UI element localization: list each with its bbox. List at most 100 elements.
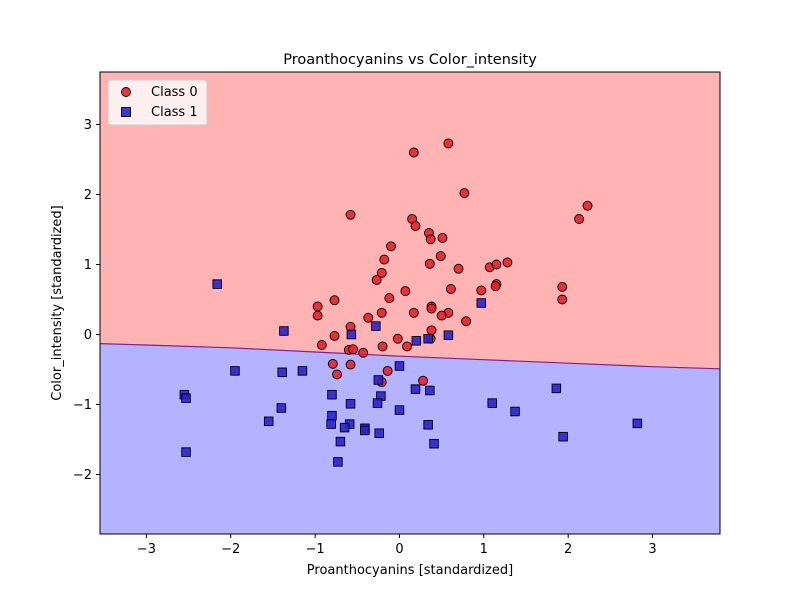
legend-label-class-0: Class 0 xyxy=(151,85,198,100)
point-class-0 xyxy=(376,267,387,278)
point-class-0 xyxy=(382,365,393,376)
point-class-1 xyxy=(429,438,439,449)
point-class-1 xyxy=(510,406,520,417)
point-class-1 xyxy=(277,367,287,378)
x-tick-label: 1 xyxy=(480,542,488,557)
point-class-0 xyxy=(424,258,435,269)
decision-regions xyxy=(100,72,720,534)
point-class-0 xyxy=(312,301,323,312)
point-class-0 xyxy=(582,200,593,211)
legend-label-class-1: Class 1 xyxy=(151,105,198,120)
point-class-1 xyxy=(423,333,433,344)
point-class-1 xyxy=(279,326,289,336)
point-class-0 xyxy=(384,293,395,304)
point-class-0 xyxy=(316,340,327,350)
point-class-1 xyxy=(276,403,287,413)
x-tick-label: −1 xyxy=(306,542,325,557)
chart-title: Proanthocyanins vs Color_intensity xyxy=(283,52,537,68)
point-class-1 xyxy=(487,398,497,408)
point-class-0 xyxy=(408,147,419,158)
point-class-0 xyxy=(332,369,342,380)
point-class-0 xyxy=(453,263,464,274)
point-class-0 xyxy=(327,358,338,369)
x-tick-label: 0 xyxy=(395,542,403,557)
legend: Class 0 Class 1 xyxy=(107,79,208,126)
x-tick-label: 3 xyxy=(648,542,656,557)
x-tick-label: −3 xyxy=(137,542,156,557)
point-class-1 xyxy=(410,384,421,394)
point-class-1 xyxy=(632,418,643,429)
point-class-0 xyxy=(363,312,374,323)
x-tick-label: 2 xyxy=(564,542,572,557)
point-class-1 xyxy=(425,385,435,396)
x-axis-label: Proanthocyanins [standardized] xyxy=(307,563,513,578)
point-class-0 xyxy=(491,259,502,270)
point-class-1 xyxy=(360,425,370,436)
point-class-1 xyxy=(333,457,343,467)
y-tick-label: 1 xyxy=(84,258,92,273)
y-tick-label: 0 xyxy=(84,328,92,343)
point-class-0 xyxy=(476,285,487,296)
y-tick-label: 3 xyxy=(84,118,92,133)
point-class-0 xyxy=(557,281,568,292)
point-class-0 xyxy=(348,344,359,355)
point-class-0 xyxy=(443,138,454,149)
point-class-1 xyxy=(326,419,336,429)
point-class-1 xyxy=(327,389,337,400)
point-class-1 xyxy=(335,436,346,447)
point-class-1 xyxy=(394,405,405,415)
point-class-0 xyxy=(490,281,501,292)
point-class-1 xyxy=(181,393,191,403)
point-class-0 xyxy=(377,341,388,352)
y-tick-label: 2 xyxy=(84,188,92,203)
point-class-1 xyxy=(327,410,337,421)
decision-boundary xyxy=(100,343,720,370)
point-class-1 xyxy=(443,330,454,340)
point-class-1 xyxy=(339,422,350,433)
x-axis: −3 −2 −1 0 1 2 3 xyxy=(137,534,657,557)
point-class-0 xyxy=(426,325,437,336)
plot-frame xyxy=(99,71,721,535)
point-class-1 xyxy=(297,366,308,376)
point-class-0 xyxy=(459,188,470,199)
point-class-0 xyxy=(426,303,437,314)
point-class-0 xyxy=(329,295,340,306)
point-class-1 xyxy=(411,336,422,346)
point-class-0 xyxy=(461,316,472,327)
point-class-0 xyxy=(345,209,356,220)
point-class-1 xyxy=(345,399,356,409)
point-class-0 xyxy=(400,286,411,297)
point-class-0 xyxy=(445,284,456,294)
point-class-1 xyxy=(423,420,433,430)
point-class-0 xyxy=(345,359,356,370)
point-class-0 xyxy=(502,257,513,268)
point-class-0 xyxy=(379,254,390,265)
point-class-0 xyxy=(392,333,403,344)
legend-marker-class-1 xyxy=(121,107,131,117)
point-class-0 xyxy=(402,341,412,352)
point-class-0 xyxy=(371,274,382,285)
point-class-1 xyxy=(373,375,384,385)
point-class-1 xyxy=(372,398,383,408)
point-class-0 xyxy=(425,234,436,245)
point-class-0 xyxy=(386,241,396,252)
point-class-0 xyxy=(418,375,429,386)
point-class-0 xyxy=(437,232,448,243)
y-axis-label: Color_intensity [standardized] xyxy=(50,205,65,400)
point-class-1 xyxy=(374,428,384,438)
point-class-0 xyxy=(435,251,446,262)
point-class-0 xyxy=(410,221,421,231)
point-class-0 xyxy=(358,347,369,358)
point-class-1 xyxy=(181,447,191,457)
point-class-0 xyxy=(408,307,419,318)
legend-box xyxy=(107,79,208,126)
legend-marker-class-0 xyxy=(121,87,131,97)
point-class-1 xyxy=(263,416,274,427)
data-points xyxy=(179,138,643,467)
point-class-1 xyxy=(212,279,223,289)
point-class-1 xyxy=(346,329,357,340)
point-class-1 xyxy=(476,298,487,308)
point-class-1 xyxy=(558,431,568,442)
point-class-0 xyxy=(312,310,323,321)
